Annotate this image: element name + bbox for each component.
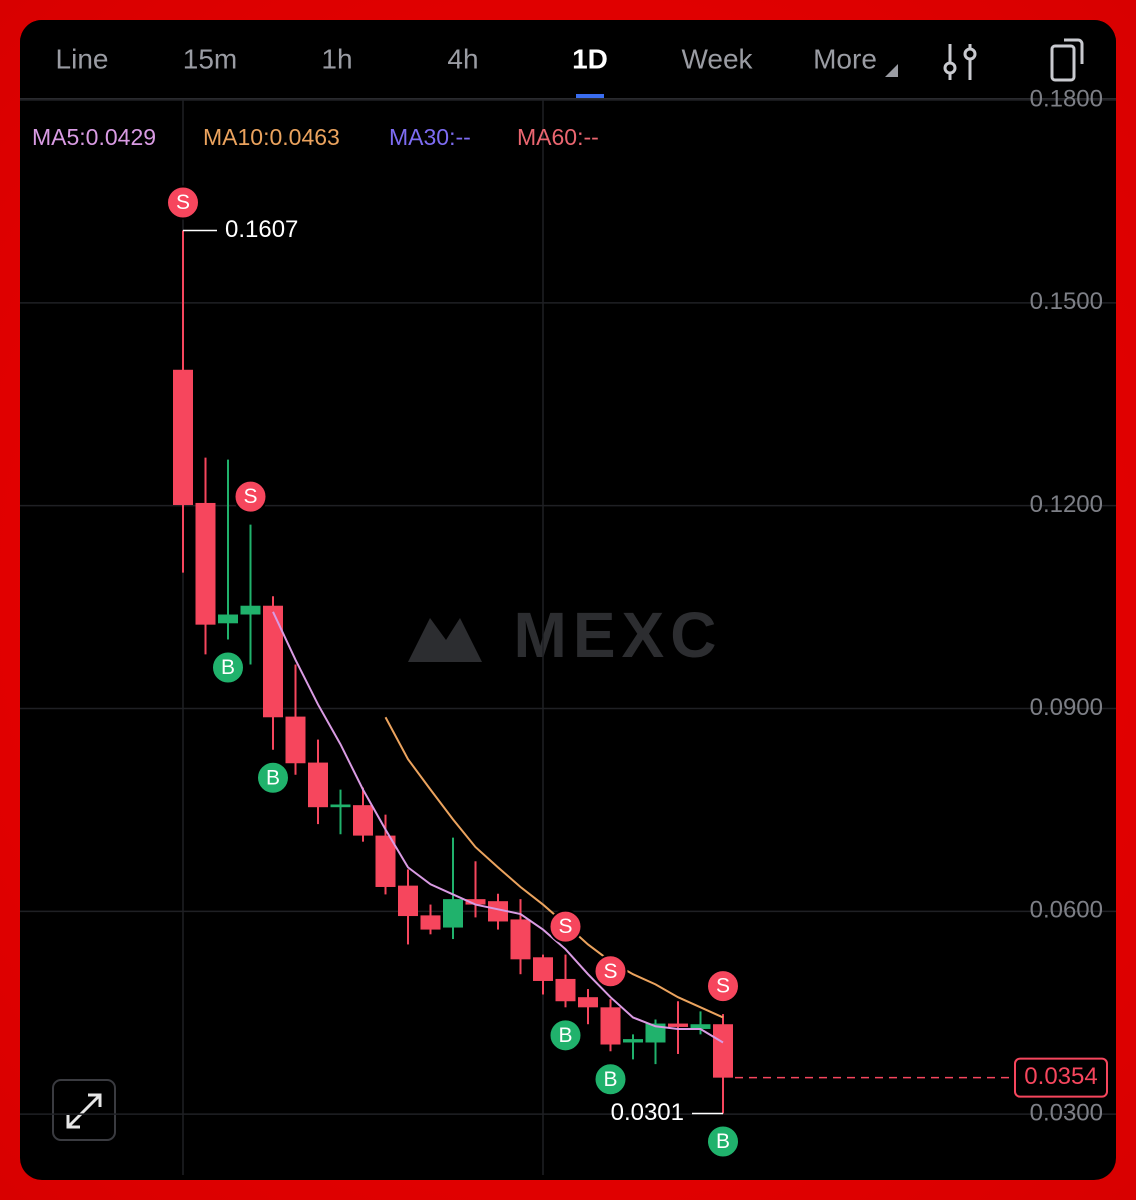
trade-marker: [593, 954, 628, 989]
candle-body: [533, 957, 553, 981]
candle-body: [465, 899, 486, 905]
tab[interactable]: 1D: [572, 43, 608, 74]
y-tick-label: 0.0600: [1030, 897, 1103, 924]
trade-marker: [706, 1124, 740, 1159]
tab[interactable]: More: [813, 43, 877, 74]
trade-marker: [706, 969, 740, 1004]
candle-body: [443, 899, 463, 928]
trade-marker: [166, 185, 200, 220]
tab[interactable]: 1h: [321, 43, 352, 74]
legend-entry: MA10:0.0463: [203, 124, 340, 150]
y-tick-label: 0.1800: [1030, 85, 1103, 112]
last-price-label: 0.0354: [1024, 1063, 1097, 1090]
trade-marker-label: B: [558, 1024, 572, 1047]
candle-body: [488, 901, 508, 922]
candle-body: [308, 762, 328, 808]
y-tick-label: 0.1500: [1030, 288, 1103, 315]
trade-marker: [593, 1062, 628, 1097]
tab-bar-bg: [20, 20, 1116, 98]
high-label: 0.1607: [225, 216, 298, 243]
candle-body: [375, 835, 396, 887]
candle-body: [420, 915, 441, 930]
trade-marker-label: B: [221, 656, 235, 679]
trade-marker-label: B: [603, 1068, 617, 1091]
more-caret: [885, 64, 898, 77]
ma-line: [384, 716, 724, 1019]
candle-body: [510, 919, 531, 960]
last-price-box: [1014, 1057, 1108, 1098]
candle-body: [398, 885, 418, 917]
candle-body: [330, 804, 351, 808]
trade-marker: [548, 1018, 583, 1053]
trade-marker: [548, 909, 583, 944]
candle-body: [645, 1023, 666, 1043]
chart: MEXC Line 15m 1h 4h 1D Week More 0.1800 0.1500 0.1…: [20, 20, 1116, 1175]
candle-body: [240, 605, 261, 615]
y-tick-label: 0.0900: [1030, 694, 1103, 721]
trade-marker-label: S: [603, 960, 617, 983]
trade-marker-label: B: [716, 1130, 730, 1153]
trade-marker: [211, 650, 245, 685]
trade-marker: [233, 479, 268, 514]
fullscreen-button[interactable]: [52, 1079, 116, 1141]
candle-body: [690, 1024, 711, 1029]
candle-body: [578, 997, 598, 1008]
candle-body: [555, 978, 576, 1002]
legend-entry: MA60:--: [517, 124, 599, 150]
candle-body: [173, 369, 193, 505]
candle-body: [218, 614, 238, 624]
candle-body: [195, 502, 216, 625]
candle-body: [263, 605, 283, 718]
tab[interactable]: Line: [56, 43, 109, 74]
candle-body: [600, 1007, 621, 1045]
ma-line: [272, 611, 724, 1044]
tab[interactable]: 15m: [183, 43, 237, 74]
watermark: MEXC: [514, 599, 723, 671]
low-label: 0.0301: [611, 1099, 684, 1126]
candle-body: [623, 1039, 643, 1043]
trade-marker-label: S: [558, 915, 572, 938]
watermark-logo: [408, 618, 482, 662]
active-tab-indicator: [576, 94, 604, 98]
indicator-settings-icon[interactable]: [943, 44, 977, 80]
chart-panel: MEXC Line 15m 1h 4h 1D Week More 0.1800 0.1500 0.1…: [20, 20, 1116, 1180]
candle-body: [713, 1024, 733, 1078]
y-tick-label: 0.0300: [1030, 1099, 1103, 1126]
trade-marker-label: S: [243, 485, 257, 508]
trade-marker-label: S: [716, 975, 730, 998]
legend-entry: MA30:--: [389, 124, 471, 150]
candle-body: [353, 805, 373, 836]
trade-marker-label: B: [266, 766, 280, 789]
tab[interactable]: 4h: [447, 43, 478, 74]
tab[interactable]: Week: [681, 43, 753, 74]
candle-body: [285, 716, 306, 764]
legend-entry: MA5:0.0429: [32, 124, 156, 150]
trade-marker: [256, 760, 290, 795]
y-tick-label: 0.1200: [1030, 491, 1103, 518]
trade-marker-label: S: [176, 191, 190, 214]
rotate-icon[interactable]: [1050, 38, 1084, 82]
candle-body: [668, 1023, 688, 1027]
